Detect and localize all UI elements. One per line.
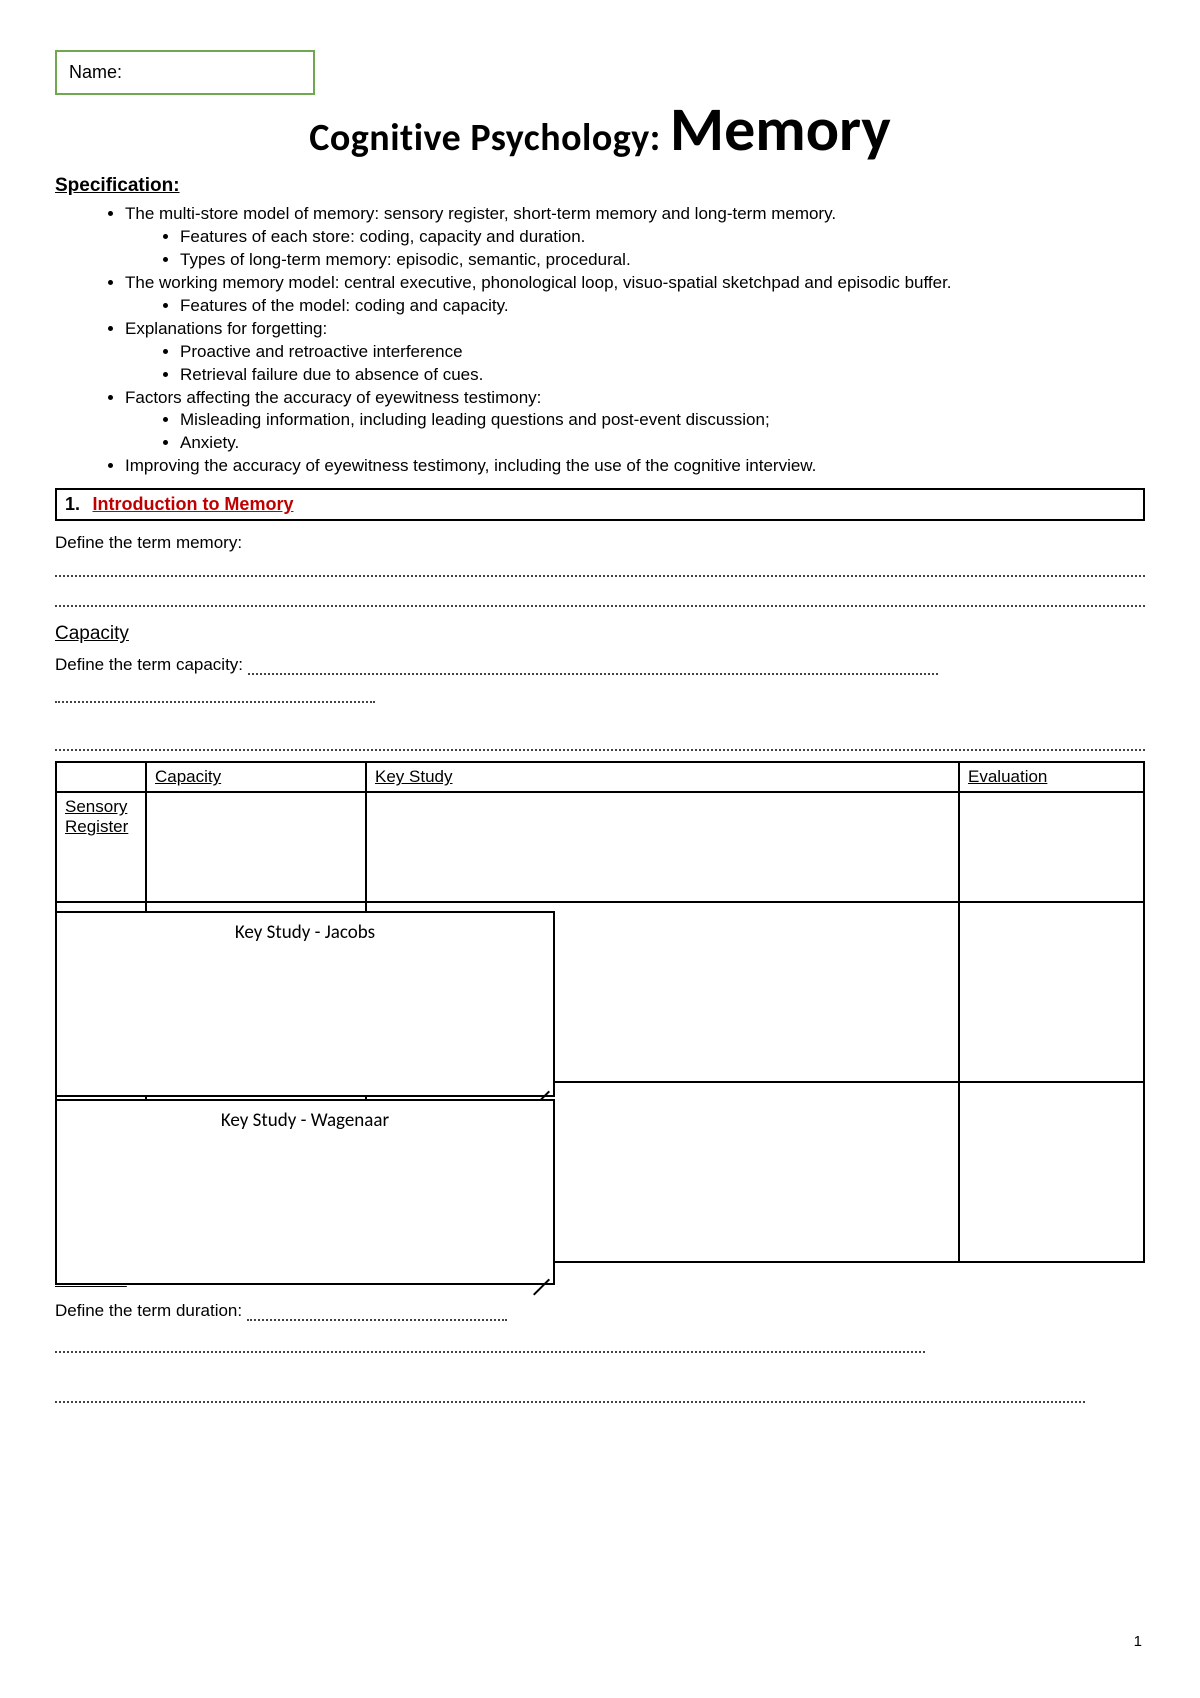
cell[interactable] (959, 792, 1144, 902)
answer-line[interactable] (55, 737, 1145, 751)
answer-line-inline[interactable] (248, 663, 938, 675)
prompt-define-duration: Define the term duration: (55, 1301, 1145, 1321)
specification-heading: Specification: (55, 175, 1145, 197)
answer-line[interactable] (55, 563, 1145, 577)
answer-line-inline[interactable] (55, 1341, 925, 1353)
capacity-heading: Capacity (55, 623, 1145, 645)
specification-list: The multi-store model of memory: sensory… (55, 203, 1145, 478)
note-title: Key Study - Wagenaar (57, 1101, 553, 1132)
page-title: Cognitive Psychology: Memory (55, 91, 1145, 167)
spec-subitem: Retrieval failure due to absence of cues… (180, 364, 1145, 387)
note-wagenaar[interactable]: Key Study - Wagenaar (55, 1099, 555, 1285)
spec-item: The multi-store model of memory: sensory… (125, 204, 836, 223)
prompt-label: Define the term capacity: (55, 655, 248, 674)
cell[interactable] (366, 792, 959, 902)
cell[interactable] (146, 792, 366, 902)
col-capacity: Capacity (146, 762, 366, 792)
row-sensory-register: Sensory Register (65, 797, 128, 836)
name-field-box[interactable]: Name: (55, 50, 315, 95)
prompt-label: Define the term duration: (55, 1301, 247, 1320)
prompt-define-memory: Define the term memory: (55, 533, 1145, 553)
spec-item: Factors affecting the accuracy of eyewit… (125, 388, 541, 407)
spec-subitem: Types of long-term memory: episodic, sem… (180, 249, 1145, 272)
section-title: Introduction to Memory (92, 494, 293, 514)
prompt-define-capacity: Define the term capacity: (55, 655, 1145, 675)
spec-item: Improving the accuracy of eyewitness tes… (125, 455, 1145, 478)
answer-line[interactable] (55, 593, 1145, 607)
col-evaluation: Evaluation (959, 762, 1144, 792)
spec-item: The working memory model: central execut… (125, 273, 952, 292)
cell[interactable] (959, 1082, 1144, 1262)
section-1-header: 1. Introduction to Memory (55, 488, 1145, 521)
answer-line-inline[interactable] (247, 1309, 507, 1321)
title-main: Memory (670, 91, 891, 167)
spec-subitem: Features of the model: coding and capaci… (180, 295, 1145, 318)
spec-subitem: Misleading information, including leadin… (180, 409, 1145, 432)
spec-subitem: Features of each store: coding, capacity… (180, 226, 1145, 249)
section-number: 1. (65, 494, 80, 514)
page-number: 1 (1134, 1633, 1142, 1650)
spec-subitem: Proactive and retroactive interference (180, 341, 1145, 364)
note-jacobs[interactable]: Key Study - Jacobs (55, 911, 555, 1097)
answer-line-inline[interactable] (55, 1391, 1085, 1403)
answer-line-inline[interactable] (55, 691, 375, 703)
cell[interactable] (959, 902, 1144, 1082)
note-title: Key Study - Jacobs (57, 913, 553, 944)
spec-subitem: Anxiety. (180, 432, 1145, 455)
spec-item: Explanations for forgetting: (125, 319, 327, 338)
name-label: Name: (69, 62, 122, 82)
title-prefix: Cognitive Psychology: (309, 115, 670, 161)
col-keystudy: Key Study (366, 762, 959, 792)
